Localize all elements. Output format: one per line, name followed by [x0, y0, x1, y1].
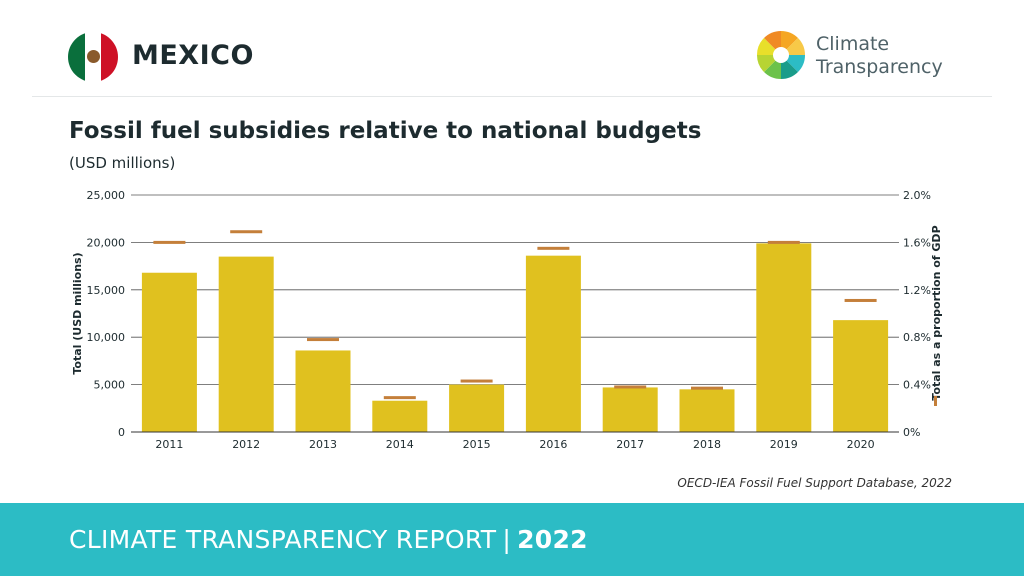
y2-axis-label: Total as a proportion of GDP: [930, 225, 943, 400]
bar: [295, 350, 351, 432]
y-tick-label: 0: [118, 426, 125, 439]
footer-year: 2022: [517, 525, 588, 554]
x-tick-label: 2015: [463, 438, 491, 451]
country-title: MEXICO: [132, 40, 254, 71]
y-tick-label: 25,000: [87, 189, 126, 202]
bar: [679, 389, 735, 432]
logo-line-2: Transparency: [816, 56, 943, 78]
x-tick-label: 2017: [616, 438, 644, 451]
header-divider: [32, 96, 992, 97]
y2-tick-label: 2.0%: [903, 189, 931, 202]
gdp-marker: [153, 240, 186, 244]
gdp-marker: [844, 298, 877, 302]
x-tick-label: 2020: [847, 438, 875, 451]
y-tick-label: 15,000: [87, 284, 126, 297]
climate-transparency-logo-icon: [756, 30, 806, 80]
bar: [602, 387, 658, 432]
source-note: OECD-IEA Fossil Fuel Support Database, 2…: [677, 476, 952, 490]
y2-tick-label: 0%: [903, 426, 920, 439]
footer-text: CLIMATE TRANSPARENCY REPORT | 2022: [69, 525, 588, 554]
eagle-emblem-icon: [86, 50, 100, 63]
chart-subtitle: (USD millions): [69, 154, 176, 172]
gdp-marker: [307, 338, 339, 342]
gdp-marker: [691, 386, 723, 390]
logo-wordmark: Climate Transparency: [816, 33, 943, 79]
x-tick-label: 2019: [770, 438, 798, 451]
gdp-marker: [230, 230, 263, 234]
bar: [218, 256, 274, 432]
gdp-marker: [767, 240, 800, 244]
y2-tick-label: 0.8%: [903, 331, 931, 344]
y-tick-label: 5,000: [94, 379, 126, 392]
bar: [833, 320, 889, 432]
footer-bar: CLIMATE TRANSPARENCY REPORT | 2022: [0, 503, 1024, 576]
gdp-marker: [460, 379, 493, 383]
y-axis-label: Total (USD millions): [71, 252, 84, 374]
gdp-marker: [383, 396, 416, 400]
y2-tick-label: 1.2%: [903, 284, 931, 297]
x-tick-label: 2011: [155, 438, 183, 451]
footer-label: CLIMATE TRANSPARENCY REPORT: [69, 525, 497, 554]
legend-marker-swatch: [934, 396, 937, 406]
x-tick-label: 2012: [232, 438, 260, 451]
gdp-marker: [614, 385, 647, 389]
x-tick-label: 2014: [386, 438, 414, 451]
subsidies-chart: 0 0% 5,000 0.4% 10,000 0.8% 15,000 1.2% 20,000 1.…: [71, 189, 943, 451]
logo-line-1: Climate: [816, 33, 890, 55]
bar: [449, 384, 505, 432]
bar: [756, 243, 812, 432]
x-tick-label: 2018: [693, 438, 721, 451]
bar: [525, 255, 581, 432]
y2-tick-label: 0.4%: [903, 379, 931, 392]
y2-tick-label: 1.6%: [903, 236, 931, 249]
y-tick-label: 10,000: [87, 331, 126, 344]
x-tick-label: 2016: [539, 438, 567, 451]
bar: [372, 400, 428, 432]
bar: [141, 272, 197, 432]
chart-title: Fossil fuel subsidies relative to nation…: [69, 118, 702, 144]
x-tick-label: 2013: [309, 438, 337, 451]
mexico-flag-icon: [68, 32, 118, 82]
y-tick-label: 20,000: [87, 236, 126, 249]
footer-separator: |: [502, 525, 512, 554]
gdp-marker: [537, 246, 570, 250]
